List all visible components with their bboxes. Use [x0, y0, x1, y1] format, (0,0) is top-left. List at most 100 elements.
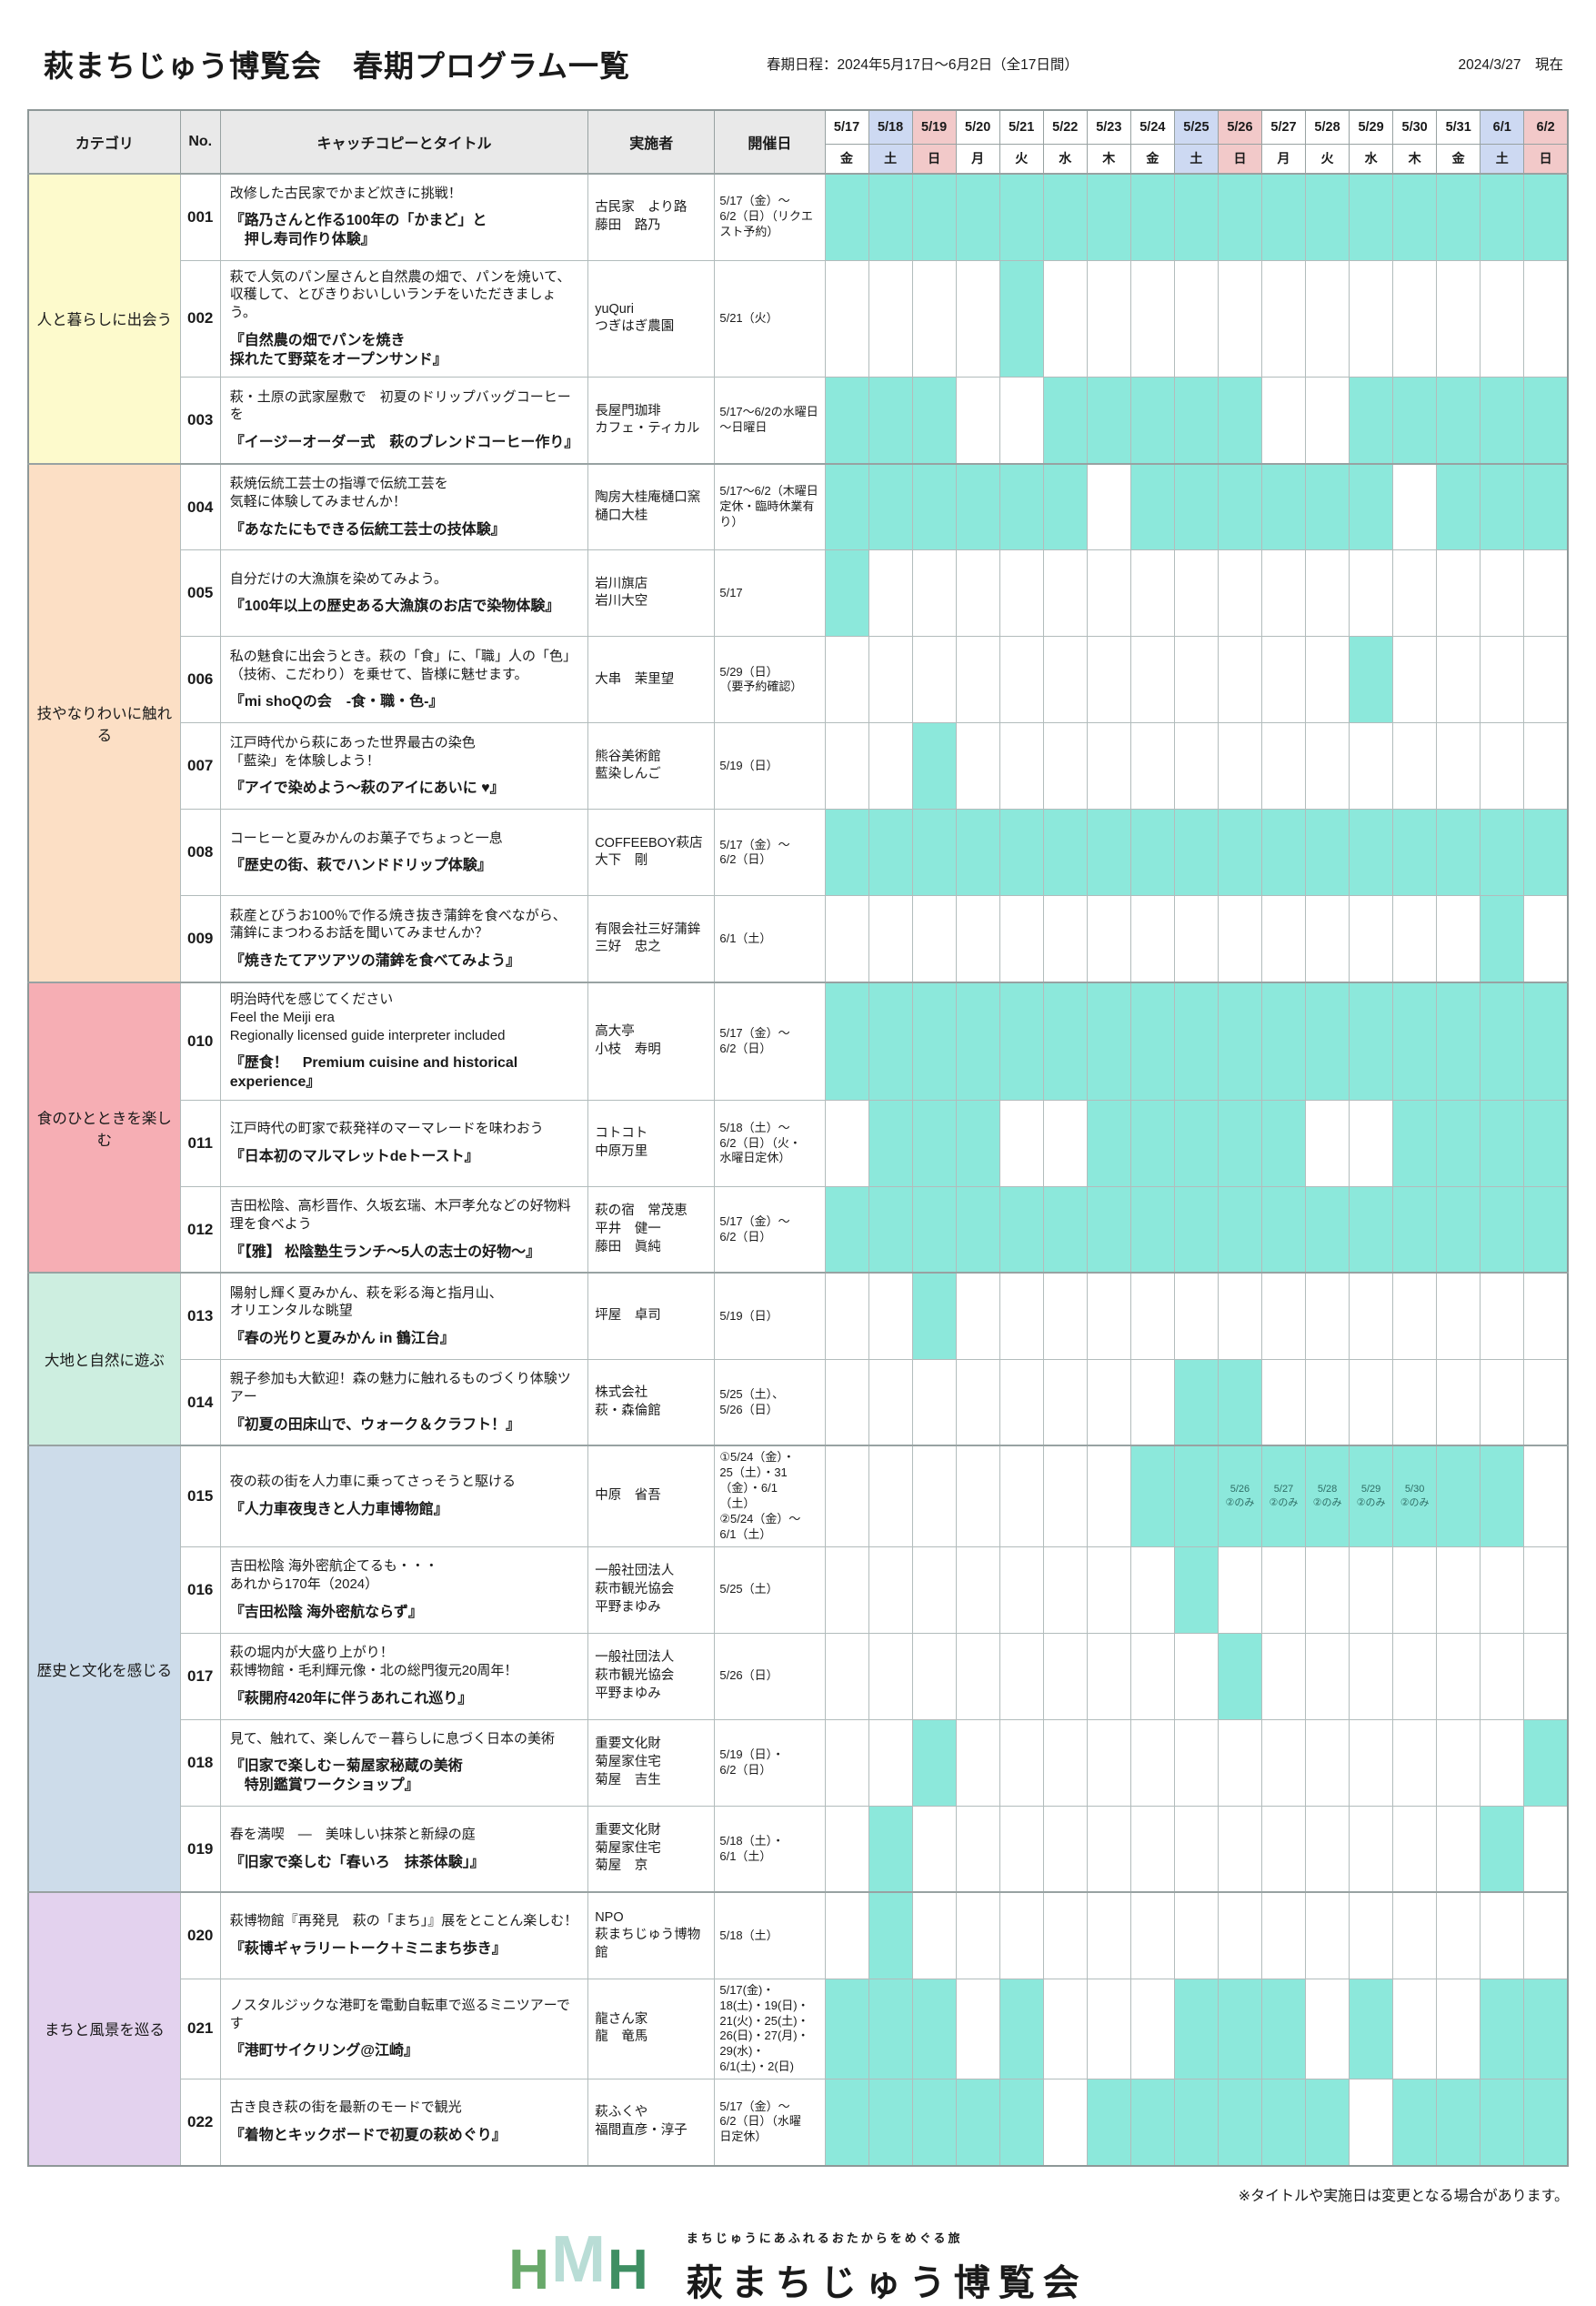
day-cell-empty [1349, 1272, 1394, 1360]
organizer-cell: COFFEEBOY萩店 大下 剛 [587, 809, 716, 897]
day-cell-filled [1349, 981, 1394, 1101]
day-cell-filled [955, 1099, 1000, 1187]
program-table: カテゴリ No. キャッチコピーとタイトル 実施者 開催日 5/17 5/18 5/… [27, 109, 1569, 2167]
program-catch-copy: 夜の萩の街を人力車に乗ってさっそうと駆ける [229, 1474, 516, 1490]
day-cell-filled [1173, 173, 1219, 261]
day-cell-filled [1173, 1546, 1219, 1634]
day-cell-filled [868, 1099, 913, 1187]
organizer-cell: 有限会社三好蒲鉾 三好 忠之 [587, 895, 716, 983]
logo-letter-h1: H [508, 2239, 551, 2302]
day-cell-empty [1480, 722, 1525, 811]
day-cell-filled [955, 462, 1000, 551]
day-cell-filled [955, 1185, 1000, 1274]
day-cell-empty [1129, 722, 1175, 811]
day-cell-empty [1436, 1632, 1481, 1720]
day-cell-empty [1523, 1358, 1569, 1446]
program-title: 『春の光りと夏みかん in 鶴江台』 [229, 1331, 455, 1347]
day-cell-empty [1260, 549, 1307, 638]
day-cell-empty [1436, 259, 1481, 378]
day-column-dow: 火 [999, 143, 1044, 175]
program-row: 002 萩で人気のパン屋さんと自然農の畑で、パンを焼いて、 収穫して、とびきりおい… [28, 259, 1569, 378]
day-cell-empty [1086, 462, 1131, 551]
day-cell-filled [1523, 377, 1569, 465]
date-range-cell: 5/29（日） （要予約確認） [714, 636, 826, 724]
day-column-date: 5/18 [868, 109, 913, 145]
day-column-date: 6/2 [1523, 109, 1569, 145]
category-cell: 技やなりわいに触れる [27, 462, 181, 983]
program-catch-copy: 親子参加も大歓迎！森の魅力に触れるものづくり体験ツアー [229, 1371, 571, 1405]
day-cell-filled [1480, 377, 1525, 465]
header-category: カテゴリ [27, 109, 181, 175]
day-cell-empty [1173, 1272, 1219, 1360]
day-cell-filled [1436, 173, 1481, 261]
program-title: 『アイで染めよう～萩のアイにあいに ♥』 [229, 780, 505, 797]
program-title-cell: 古き良き萩の街を最新のモードで観光 『着物とキックボードで初夏の萩めぐり』 [219, 2079, 589, 2167]
day-cell-empty [1173, 1891, 1219, 1979]
program-no: 021 [179, 1978, 221, 2080]
day-cell-filled [868, 1978, 913, 2080]
program-title: 『旧家で楽しむ－菊屋家秘蔵の美術 特別鑑賞ワークショップ』 [229, 1758, 463, 1794]
header-organizer: 実施者 [587, 109, 716, 175]
day-cell-empty [1173, 549, 1219, 638]
day-cell-filled [1173, 1445, 1219, 1547]
day-cell-empty [1129, 1891, 1175, 1979]
day-cell-filled [824, 173, 869, 261]
day-column-date: 5/25 [1173, 109, 1219, 145]
day-column-date: 5/20 [955, 109, 1000, 145]
day-cell-filled [1305, 1185, 1350, 1274]
day-cell-filled [911, 1099, 957, 1187]
day-cell-filled [1392, 809, 1438, 897]
day-cell-empty [955, 549, 1000, 638]
day-cell-empty [1217, 549, 1262, 638]
organizer-cell: 陶房大桂庵樋口窯 樋口大桂 [587, 462, 716, 551]
program-no: 012 [179, 1185, 221, 1274]
program-row: 011 江戸時代の町家で萩発祥のマーマレードを味わおう 『日本初のマルマレットdeト… [28, 1099, 1569, 1187]
day-cell-filled [955, 2079, 1000, 2167]
day-cell-empty [1392, 462, 1438, 551]
day-cell-filled [1086, 809, 1131, 897]
day-cell-filled [1260, 2079, 1307, 2167]
program-catch-copy: 萩の堀内が大盛り上がり！ 萩博物館・毛利輝元像・北の総門復元20周年！ [229, 1645, 518, 1678]
program-catch-copy: ノスタルジックな港町を電動自転車で巡るミニツアーです [229, 1997, 570, 2031]
day-cell-empty [1086, 722, 1131, 811]
day-column-date: 5/17 [824, 109, 869, 145]
day-cell-empty [868, 636, 913, 724]
program-no: 008 [179, 809, 221, 897]
day-cell-filled [911, 722, 957, 811]
day-cell-filled [1349, 1978, 1394, 2080]
category-cell: 大地と自然に遊ぶ [27, 1272, 181, 1446]
day-cell-empty [911, 636, 957, 724]
day-column-dow: 金 [824, 143, 869, 175]
day-cell-empty [1436, 1718, 1481, 1807]
day-cell-empty [1349, 895, 1394, 983]
day-cell-empty [911, 1445, 957, 1547]
day-cell-empty [1260, 1632, 1307, 1720]
program-title-cell: 見て、触れて、楽しんで－暮らしに息づく日本の美術 『旧家で楽しむ－菊屋家秘蔵の美術… [219, 1718, 589, 1807]
day-cell-filled [1480, 173, 1525, 261]
program-title-cell: 自分だけの大漁旗を染めてみよう。 『100年以上の歴史ある大漁旗のお店で染物体験』 [219, 549, 589, 638]
day-cell-filled [1523, 2079, 1569, 2167]
day-cell-filled [1480, 462, 1525, 551]
day-column-dow: 水 [1349, 143, 1394, 175]
day-cell-empty [868, 259, 913, 378]
day-cell-empty [1305, 722, 1350, 811]
day-cell-empty [955, 259, 1000, 378]
day-cell-empty [1480, 1546, 1525, 1634]
program-title-cell: 萩の堀内が大盛り上がり！ 萩博物館・毛利輝元像・北の総門復元20周年！ 『萩開府4… [219, 1632, 589, 1720]
organizer-cell: 岩川旗店 岩川大空 [587, 549, 716, 638]
day-column-dow: 日 [1217, 143, 1262, 175]
program-no: 006 [179, 636, 221, 724]
day-cell-filled [1086, 981, 1131, 1101]
program-title: 『路乃さんと作る100年の「かまど」と 押し寿司作り体験』 [229, 213, 487, 248]
date-range-cell: 5/21（火） [714, 259, 826, 378]
page-title: 萩まちじゅう博覧会 春期プログラム一覧 [44, 49, 631, 83]
date-range-cell: 5/25（土） [714, 1546, 826, 1634]
day-cell-filled [911, 1978, 957, 2080]
day-cell-empty [1260, 1891, 1307, 1979]
day-cell-empty [1042, 1978, 1088, 2080]
day-cell-filled [1523, 1718, 1569, 1807]
day-cell-empty [1305, 1099, 1350, 1187]
day-cell-filled [1480, 1805, 1525, 1893]
day-cell-filled [1217, 173, 1262, 261]
day-cell-filled [1217, 2079, 1262, 2167]
